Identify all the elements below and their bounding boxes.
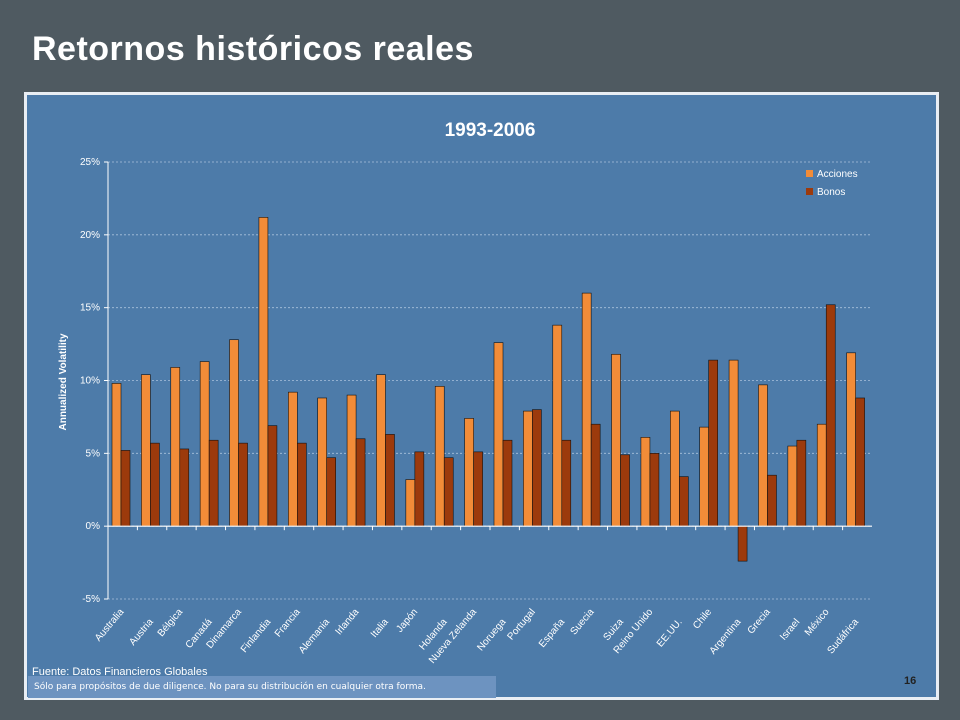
page-number: 16 (904, 675, 917, 687)
bar-bonos (120, 450, 131, 527)
y-tick-label: 0% (86, 521, 101, 532)
bar-bonos (737, 525, 748, 562)
x-tick-label: Sudáfrica (825, 617, 861, 657)
bar-acciones (493, 342, 504, 527)
disclaimer-banner: Sólo para propósitos de due diligence. N… (28, 676, 496, 698)
x-tick-label: Suecia (569, 607, 597, 638)
x-tick-label: Grecia (746, 607, 774, 637)
bar-bonos (473, 451, 483, 527)
x-tick-label: Italia (369, 617, 391, 641)
bar-acciones (288, 391, 298, 527)
bar-acciones (787, 445, 798, 527)
x-tick-label: México (803, 607, 832, 639)
bar-acciones (346, 394, 357, 527)
bar-bonos (825, 304, 836, 527)
bar-bonos (267, 425, 278, 527)
bar-bonos (179, 448, 190, 527)
bar-acciones (816, 423, 827, 527)
x-tick-label: Portugal (505, 607, 537, 643)
chart-title: 1993-2006 (445, 120, 536, 141)
bar-acciones (611, 353, 621, 527)
x-tick-label: EE.UU. (655, 617, 685, 650)
bar-bonos (767, 474, 777, 527)
bar-acciones (464, 418, 474, 527)
bar-bonos (590, 423, 601, 527)
x-tick-label: Australia (93, 607, 127, 644)
bar-acciones (229, 339, 239, 527)
bar-acciones (523, 410, 533, 527)
x-tick-label: España (537, 617, 568, 650)
x-tick-label: Bélgica (156, 607, 186, 640)
bar-bonos (649, 453, 660, 527)
bar-bonos (385, 434, 395, 527)
bar-acciones (376, 374, 386, 527)
bar-acciones (846, 352, 856, 527)
x-tick-label: Argentina (708, 617, 744, 657)
y-tick-label: -5% (82, 594, 100, 605)
bar-bonos (297, 442, 307, 527)
bar-bonos (208, 439, 219, 527)
legend-label: Acciones (817, 169, 858, 180)
y-tick-label: 5% (86, 448, 101, 459)
bar-acciones (170, 367, 181, 527)
bar-acciones (728, 359, 739, 527)
y-axis-label: Annualized Volatility (58, 333, 69, 430)
bar-bonos (679, 476, 689, 527)
y-tick-label: 10% (80, 376, 100, 387)
bar-acciones (199, 361, 210, 527)
x-tick-label: Finlandia (239, 617, 274, 655)
bar-bonos (502, 439, 513, 527)
x-tick-label: Alemania (297, 617, 333, 656)
bar-bonos (855, 397, 865, 527)
legend-swatch (806, 188, 813, 195)
legend-swatch (806, 170, 813, 177)
bar-bonos (326, 457, 336, 527)
bar-bonos (708, 359, 718, 527)
bar-bonos (443, 457, 454, 527)
bar-acciones (552, 324, 563, 527)
x-tick-label: Noruega (475, 617, 508, 654)
bar-acciones (405, 479, 416, 527)
bar-acciones (581, 292, 592, 527)
bar-bonos (355, 438, 366, 527)
bar-bonos (150, 442, 160, 527)
bar-bonos (414, 451, 425, 527)
x-tick-label: Chile (691, 607, 714, 632)
bar-acciones (258, 217, 269, 527)
bar-acciones (434, 386, 445, 527)
bar-acciones (699, 426, 709, 527)
x-tick-label: Irlanda (333, 607, 361, 638)
bar-bonos (238, 442, 248, 527)
x-tick-label: Japón (394, 607, 420, 635)
source-note: Fuente: Datos Financieros Globales (32, 666, 208, 678)
y-tick-label: 15% (80, 303, 100, 314)
bar-acciones (141, 374, 151, 527)
legend-label: Bonos (817, 187, 845, 198)
bar-bonos (620, 454, 630, 527)
bar-acciones (670, 410, 680, 527)
y-tick-label: 25% (80, 157, 100, 168)
bar-acciones (111, 383, 122, 527)
y-tick-label: 20% (80, 230, 100, 241)
bar-bonos (796, 439, 807, 527)
bar-acciones (758, 384, 768, 527)
x-tick-label: Francia (273, 607, 303, 640)
slide-title: Retornos históricos reales (32, 30, 474, 68)
x-tick-label: Israel (778, 617, 802, 643)
bar-bonos (532, 409, 542, 527)
x-tick-label: Austria (127, 617, 156, 648)
bar-acciones (640, 437, 651, 527)
bar-bonos (561, 439, 572, 527)
bar-acciones (317, 397, 327, 527)
